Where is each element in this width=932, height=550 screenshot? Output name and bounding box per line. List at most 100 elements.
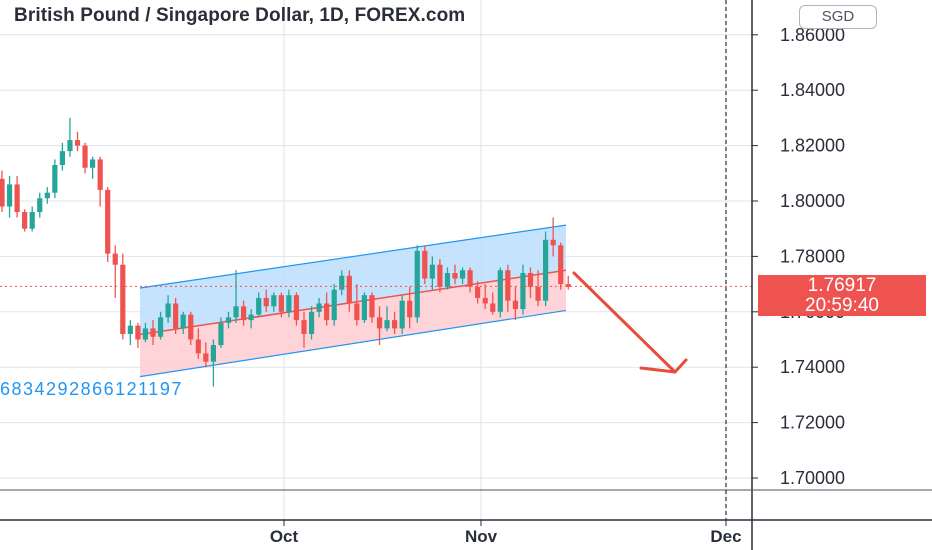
candle bbox=[558, 242, 564, 290]
candle bbox=[248, 309, 254, 329]
candle bbox=[301, 311, 307, 348]
candle-body bbox=[361, 295, 367, 321]
candle-body bbox=[52, 164, 58, 193]
candle bbox=[286, 289, 292, 318]
candle-body bbox=[6, 184, 13, 207]
candle-body bbox=[218, 322, 224, 346]
last-price-tag: 1.76917 bbox=[758, 275, 926, 296]
candle-body bbox=[150, 328, 156, 337]
countdown-tag: 20:59:40 bbox=[758, 295, 926, 316]
candle-body bbox=[135, 325, 141, 340]
price-tick-label: 1.78000 bbox=[780, 246, 845, 266]
channel-annotation: 6834292866121197 bbox=[0, 379, 183, 399]
candle bbox=[203, 342, 209, 368]
candle-body bbox=[225, 317, 232, 323]
candle bbox=[392, 311, 398, 334]
price-axis[interactable]: 1.700001.720001.740001.760001.780001.800… bbox=[751, 0, 845, 550]
candle-body bbox=[422, 250, 428, 279]
candle-body bbox=[407, 300, 413, 318]
candle bbox=[59, 142, 65, 171]
candle-body bbox=[82, 145, 88, 168]
candle bbox=[0, 170, 5, 213]
candle bbox=[127, 320, 133, 346]
chart-title: British Pound / Singapore Dollar, 1D, FO… bbox=[14, 5, 466, 26]
candle bbox=[112, 245, 118, 298]
candle bbox=[210, 339, 216, 387]
candle bbox=[414, 245, 420, 323]
candle bbox=[459, 267, 466, 285]
candle-body bbox=[105, 189, 111, 254]
candle-body bbox=[339, 275, 345, 290]
candle bbox=[241, 300, 247, 326]
candle bbox=[535, 270, 541, 307]
time-tick-label: Oct bbox=[270, 527, 299, 546]
candle-body bbox=[188, 314, 194, 340]
regression-channel[interactable] bbox=[139, 224, 567, 378]
candle-body bbox=[286, 295, 292, 312]
candle-body bbox=[210, 345, 216, 362]
candle-body bbox=[550, 239, 556, 246]
price-tick-label: 1.74000 bbox=[780, 357, 845, 377]
candle bbox=[14, 176, 20, 218]
candle bbox=[195, 328, 201, 359]
price-tick-label: 1.86000 bbox=[780, 25, 845, 45]
chart-overlay bbox=[0, 271, 752, 374]
candle-body bbox=[527, 273, 534, 287]
candle-body bbox=[112, 253, 118, 265]
candle-body bbox=[512, 300, 518, 310]
candle bbox=[565, 275, 571, 290]
candle-body bbox=[543, 239, 549, 301]
candle bbox=[218, 317, 224, 348]
candle bbox=[543, 231, 549, 307]
candle bbox=[37, 192, 43, 218]
candle-body bbox=[520, 273, 526, 310]
candle bbox=[331, 284, 337, 326]
candle bbox=[407, 286, 413, 329]
candle bbox=[497, 267, 503, 318]
candle bbox=[44, 187, 50, 204]
candle bbox=[256, 292, 262, 318]
candle bbox=[142, 322, 149, 343]
candle-body bbox=[37, 198, 43, 213]
candle bbox=[293, 292, 300, 326]
candle-body bbox=[278, 295, 284, 312]
candle-body bbox=[59, 151, 65, 165]
candle bbox=[22, 209, 28, 232]
candle bbox=[135, 322, 141, 348]
candle-body bbox=[241, 306, 247, 321]
candle-body bbox=[195, 339, 201, 354]
candle-body bbox=[505, 270, 511, 301]
channel-upper-fill bbox=[140, 225, 566, 335]
candle-body bbox=[180, 314, 186, 329]
candle bbox=[339, 270, 345, 296]
candle-body bbox=[316, 303, 322, 312]
candle bbox=[384, 306, 390, 332]
candle-body bbox=[293, 295, 300, 321]
candle bbox=[271, 292, 277, 312]
candle-body bbox=[558, 245, 564, 285]
candle-body bbox=[165, 303, 171, 318]
candles-series[interactable] bbox=[0, 117, 571, 387]
candle-body bbox=[331, 289, 337, 321]
candle-body bbox=[452, 273, 458, 279]
candle-body bbox=[354, 303, 360, 321]
candle-body bbox=[29, 212, 35, 229]
candle bbox=[180, 311, 186, 334]
candle-body bbox=[459, 270, 466, 279]
currency-button[interactable]: SGD bbox=[799, 5, 877, 29]
candle-body bbox=[392, 320, 398, 329]
candle bbox=[550, 217, 556, 257]
candle bbox=[316, 297, 322, 318]
candle-body bbox=[97, 159, 103, 190]
candle bbox=[346, 270, 352, 312]
channel-lower-fill bbox=[140, 270, 566, 377]
candle-body bbox=[67, 140, 73, 152]
candle-body bbox=[120, 264, 126, 334]
candle bbox=[527, 267, 534, 298]
candle-body bbox=[0, 178, 5, 207]
candle bbox=[82, 142, 88, 174]
candle-body bbox=[90, 159, 96, 168]
candle-body bbox=[475, 286, 481, 298]
